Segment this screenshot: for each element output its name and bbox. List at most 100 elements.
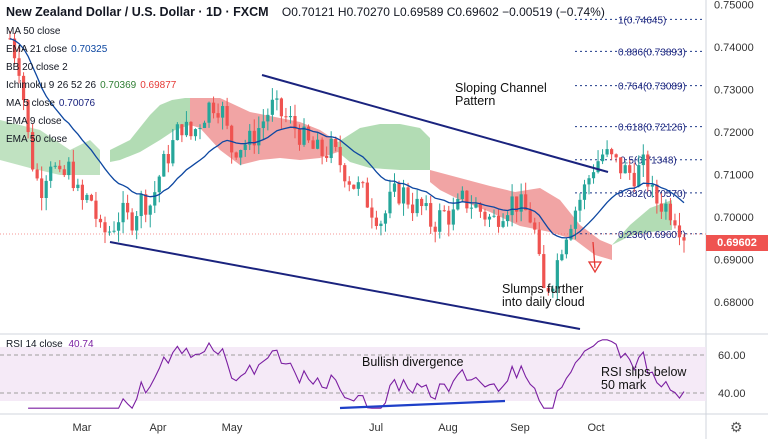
candle-body (257, 128, 261, 146)
indicator-label: MA 50 close (6, 26, 61, 37)
candle-body (623, 165, 627, 174)
indicator-row[interactable]: BB 20 close 2 (6, 62, 68, 73)
candle-body (329, 138, 333, 159)
symbol-title: New Zealand Dollar / U.S. Dollar · 1D · … (6, 5, 269, 19)
candle-body (320, 139, 324, 156)
indicator-label: BB 20 close 2 (6, 62, 68, 73)
candle-body (193, 129, 198, 137)
candle-body (492, 215, 496, 217)
candle-body (469, 207, 473, 209)
rsi-legend-value: 40.74 (68, 339, 94, 350)
candle-body (58, 165, 62, 170)
candle-body (153, 192, 157, 206)
candle-body (546, 288, 550, 292)
x-tick-label: Sep (510, 422, 530, 434)
candle-body (275, 98, 279, 100)
candle-body (415, 198, 419, 214)
candle-body (478, 204, 483, 212)
indicator-row[interactable]: EMA 50 close (6, 134, 67, 145)
gear-icon[interactable]: ⚙ (730, 419, 743, 435)
ichimoku-cloud-bullish (110, 98, 190, 162)
rsi-line (28, 339, 685, 410)
indicator-row[interactable]: EMA 9 close (6, 116, 62, 127)
ohlc-readout: O0.70121 H0.70270 L0.69589 C0.69602 −0.0… (281, 5, 605, 19)
candle-body (501, 221, 505, 227)
candle-body (619, 157, 623, 174)
candle-body (40, 178, 44, 199)
candle-body (17, 58, 21, 76)
rsi-band (0, 347, 706, 401)
candle-body (234, 152, 238, 158)
y-tick-label: 0.71000 (714, 170, 754, 182)
candle-body (284, 116, 288, 118)
indicator-label: Ichimoku 9 26 52 26 (6, 80, 97, 91)
candle-body (80, 184, 84, 201)
candle-body (26, 100, 30, 133)
candle-body (533, 222, 537, 230)
candle-body (401, 187, 406, 204)
candle-body (370, 207, 374, 218)
candle-body (587, 178, 591, 185)
indicator-row[interactable]: Ichimoku 9 26 52 26 0.70369 0.69877 (6, 80, 176, 91)
candle-body (67, 161, 71, 176)
candle-body (582, 184, 587, 200)
candle-body (103, 222, 107, 233)
candle-body (297, 129, 302, 145)
channel-upper-line (261, 74, 609, 173)
candle-body (338, 146, 342, 166)
candle-body (334, 138, 338, 147)
candle-body (85, 194, 89, 201)
candle-body (98, 218, 103, 223)
indicator-value: 0.70076 (58, 98, 96, 109)
candle-body (555, 260, 559, 289)
fib-level-label: 1(0.74645) (618, 15, 666, 26)
y-tick-label: 0.74000 (714, 42, 754, 54)
candle-body (225, 106, 229, 126)
candle-body (207, 102, 211, 123)
candle-body (646, 154, 650, 187)
candle-body (76, 184, 80, 189)
candle-body (279, 98, 284, 117)
ichimoku-cloud-bullish (338, 124, 430, 170)
candle-body (632, 172, 636, 187)
candle-body (578, 199, 582, 211)
candle-body (447, 210, 451, 225)
candle-body (352, 184, 356, 189)
candle-body (564, 239, 568, 255)
candle-body (130, 212, 134, 231)
indicator-label: EMA 50 close (6, 134, 68, 145)
candle-body (325, 155, 329, 159)
candle-body (641, 154, 645, 166)
channel-annotation: Sloping Channel Pattern (455, 81, 547, 108)
candle-body (596, 161, 600, 173)
down-arrow-head (587, 261, 603, 274)
candle-body (637, 165, 641, 187)
candle-body (116, 222, 121, 231)
candle-body (442, 210, 446, 212)
x-tick-label: Apr (149, 422, 166, 434)
ichimoku-cloud-bullish (0, 120, 100, 175)
y-tick-label: 0.73000 (714, 84, 754, 96)
candle-body (397, 183, 401, 204)
indicator-row[interactable]: EMA 21 close 0.70325 (6, 44, 107, 55)
candle-body (311, 140, 315, 149)
y-tick-label: 0.75000 (714, 0, 754, 11)
indicator-row[interactable]: MA 50 close (6, 26, 60, 37)
x-tick-label: Aug (438, 422, 458, 434)
candle-body (392, 183, 397, 192)
candle-body (379, 223, 383, 226)
candle-body (135, 216, 139, 231)
candle-body (374, 217, 379, 226)
candle-body (650, 184, 654, 187)
candle-body (664, 203, 668, 212)
candle-body (293, 116, 297, 130)
down-arrow-shaft (592, 241, 596, 269)
candle-body (673, 220, 677, 226)
candle-body (483, 211, 487, 220)
channel-lower-line (109, 241, 581, 330)
candle-body (343, 165, 347, 182)
indicator-row[interactable]: MA 5 close 0.70076 (6, 98, 95, 109)
candle-body (655, 184, 659, 204)
divergence-line (339, 399, 506, 410)
candle-body (306, 126, 311, 141)
